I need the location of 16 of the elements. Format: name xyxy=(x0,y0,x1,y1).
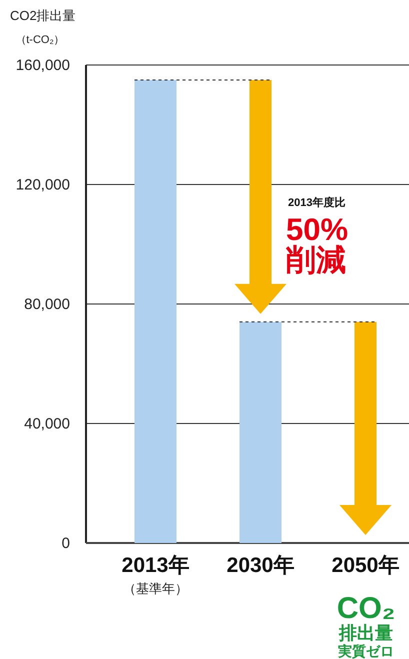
annotation: 2013年度比 xyxy=(288,196,346,209)
x-tick-label: 2050年 xyxy=(332,554,400,577)
x-tick-label: 2013年 xyxy=(122,554,190,577)
y-axis-title: CO2排出量 xyxy=(10,8,76,23)
text: 排出量 xyxy=(338,623,393,643)
x-tick-label: 2030年 xyxy=(226,554,294,577)
text: （基準年） xyxy=(123,581,188,596)
y-tick-label: 80,000 xyxy=(24,296,70,313)
text: 実質ゼロ xyxy=(338,643,394,659)
y-tick-label: 120,000 xyxy=(16,176,70,194)
annotation: 削減 xyxy=(285,244,346,277)
y-tick-label: 40,000 xyxy=(24,415,70,432)
text: CO₂ xyxy=(336,592,396,625)
y-tick-label: 160,000 xyxy=(16,56,70,74)
text: （t-CO₂） xyxy=(15,34,65,46)
y-tick-label: 0 xyxy=(62,534,70,552)
